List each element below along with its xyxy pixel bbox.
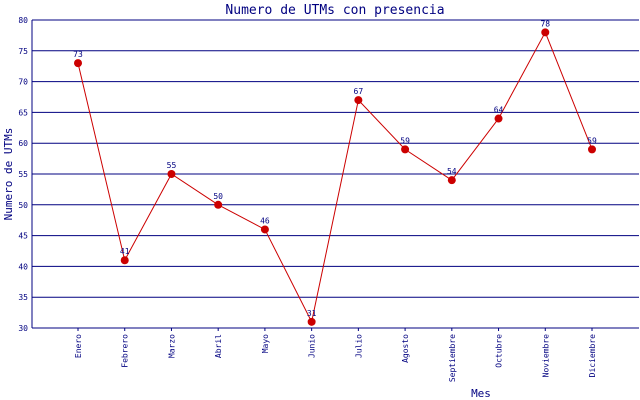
y-tick-label: 55 [18, 170, 28, 179]
data-point [447, 176, 456, 185]
y-tick-label: 30 [18, 324, 28, 333]
data-label: 67 [354, 87, 364, 96]
x-tick-label: Noviembre [541, 334, 550, 378]
data-point [494, 114, 503, 123]
data-label: 41 [120, 247, 130, 256]
data-label: 55 [167, 161, 177, 170]
x-tick-label: Julio [354, 334, 363, 358]
data-point [74, 59, 82, 68]
x-tick-label: Octubre [495, 334, 504, 368]
data-point [354, 96, 363, 105]
x-tick-label: Abril [214, 334, 223, 358]
series-line [77, 31, 593, 324]
data-label: 31 [307, 309, 317, 318]
data-point [588, 145, 596, 154]
x-tick-label: Enero [74, 334, 83, 358]
data-point [260, 225, 269, 234]
x-tick-label: Marzo [167, 334, 176, 358]
data-point [307, 317, 316, 326]
data-point [167, 170, 176, 178]
y-tick-label: 65 [18, 108, 28, 117]
y-tick-label: 75 [18, 47, 28, 56]
x-tick-label: Septiembre [448, 334, 457, 382]
x-tick-label: Junio [308, 334, 317, 358]
data-point [401, 145, 410, 154]
data-label: 78 [540, 19, 550, 28]
data-label: 73 [73, 50, 83, 59]
data-point [541, 28, 550, 37]
y-tick-label: 80 [18, 16, 28, 25]
data-label: 64 [494, 106, 504, 115]
y-tick-label: 70 [18, 78, 28, 87]
y-tick-label: 35 [18, 293, 28, 302]
x-tick-label: Agosto [401, 334, 410, 363]
data-point [214, 200, 223, 209]
chart-title: Numero de UTMs con presencia [225, 3, 444, 18]
y-axis-label: Numero de UTMs [2, 128, 15, 221]
data-point [120, 256, 129, 265]
x-axis-label: Mes [471, 387, 491, 400]
y-tick-label: 60 [18, 139, 28, 148]
data-label: 59 [587, 136, 597, 145]
x-tick-label: Mayo [261, 334, 270, 353]
data-label: 50 [213, 192, 223, 201]
y-tick-label: 50 [18, 201, 28, 210]
x-tick-label: Febrero [121, 334, 130, 368]
data-label: 54 [447, 167, 457, 176]
y-tick-label: 40 [18, 262, 28, 271]
data-label: 46 [260, 216, 270, 225]
x-tick-label: Diciembre [588, 334, 597, 378]
y-tick-label: 45 [18, 232, 28, 241]
data-label: 59 [400, 136, 410, 145]
